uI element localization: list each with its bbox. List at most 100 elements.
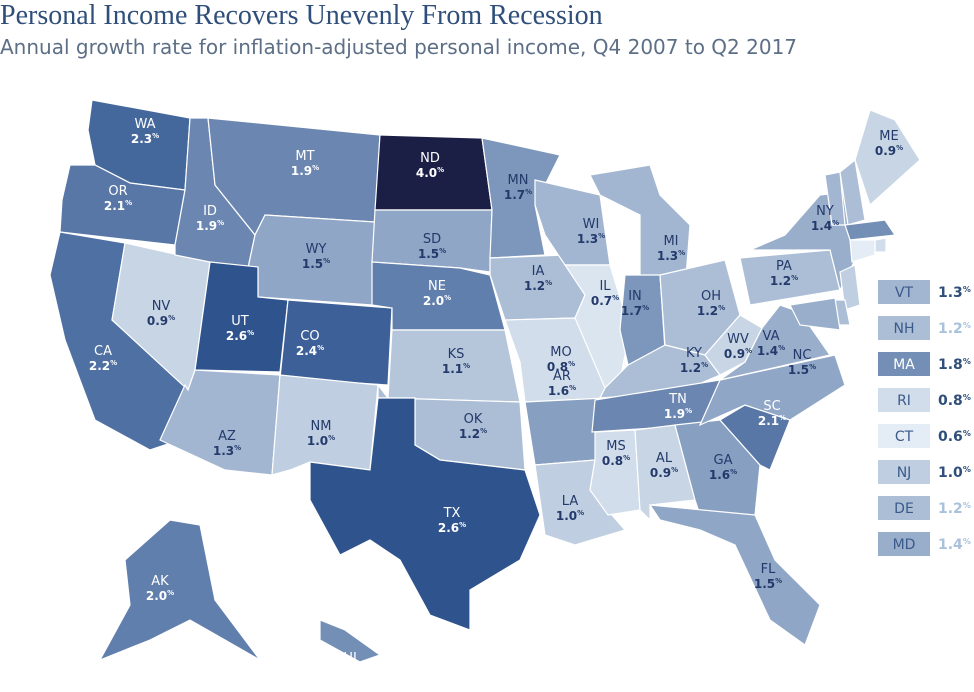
legend-value: 1.2% — [938, 321, 971, 337]
value-label: 1.9 — [196, 219, 217, 233]
unit: % — [357, 666, 364, 674]
value-label: 1.2 — [697, 304, 718, 318]
legend-abbr: MD — [893, 537, 916, 553]
state-value: 1.2% — [524, 279, 552, 293]
state-value: 1.4% — [757, 344, 785, 358]
legend-swatch — [878, 388, 930, 412]
value-label: 2.1 — [758, 414, 779, 428]
state-abbr: AK — [151, 574, 169, 589]
legend-swatch — [878, 316, 930, 340]
title: Personal Income Recovers Unevenly From R… — [0, 0, 603, 31]
unit: % — [896, 144, 903, 152]
state-value: 0.9% — [724, 347, 752, 361]
unit: % — [642, 304, 649, 312]
state-value: 1.2% — [697, 304, 725, 318]
unit: % — [963, 465, 971, 474]
legend-value: 1.0% — [938, 465, 971, 481]
state-abbr: GA — [714, 453, 733, 468]
state-abbr: VA — [763, 329, 780, 344]
unit: % — [598, 232, 605, 240]
state-value: 1.9% — [664, 407, 692, 421]
value-label: 1.4 — [938, 537, 963, 553]
unit: % — [963, 429, 971, 438]
state-abbr: NV — [152, 299, 171, 314]
state-abbr: MO — [550, 345, 571, 360]
state-value: 2.0% — [146, 589, 174, 603]
legend-abbr: NJ — [897, 465, 912, 481]
state-abbr: NC — [793, 348, 812, 363]
value-label: 1.5 — [754, 577, 775, 591]
state-abbr: AZ — [218, 429, 236, 444]
value-label: 2.0 — [146, 589, 167, 603]
state-value: 1.8% — [336, 666, 364, 680]
value-label: 0.9 — [650, 466, 671, 480]
legend-swatch — [878, 280, 930, 304]
value-label: 1.3 — [577, 232, 598, 246]
legend-abbr: RI — [897, 393, 911, 409]
state-value: 2.1% — [104, 199, 132, 213]
state-abbr: MN — [508, 173, 529, 188]
unit: % — [437, 166, 444, 174]
unit: % — [779, 414, 786, 422]
state — [844, 219, 897, 241]
value-label: 1.3 — [657, 249, 678, 263]
value-label: 1.0 — [307, 434, 328, 448]
value-label: 1.4 — [757, 344, 778, 358]
state-value: 1.5% — [788, 363, 816, 377]
state-value: 1.4% — [811, 219, 839, 233]
state-abbr: ND — [420, 151, 440, 166]
legend-value: 1.8% — [938, 357, 971, 373]
unit: % — [459, 521, 466, 529]
state-abbr: NM — [311, 419, 332, 434]
value-label: 1.9 — [291, 164, 312, 178]
unit: % — [745, 347, 752, 355]
unit: % — [612, 294, 619, 302]
state-value: 1.1% — [442, 362, 470, 376]
unit: % — [439, 247, 446, 255]
legend-abbr: DE — [894, 501, 914, 517]
unit: % — [775, 577, 782, 585]
state-abbr: OR — [108, 184, 127, 199]
state-abbr: CA — [94, 344, 112, 359]
value-label: 1.3 — [938, 285, 963, 301]
unit: % — [678, 249, 685, 257]
unit: % — [312, 164, 319, 172]
state — [371, 209, 493, 273]
unit: % — [463, 362, 470, 370]
unit: % — [234, 444, 241, 452]
value-label: 2.2 — [89, 359, 110, 373]
state-abbr: MS — [606, 439, 625, 454]
unit: % — [718, 304, 725, 312]
value-label: 0.9 — [724, 347, 745, 361]
value-label: 1.0 — [938, 465, 963, 481]
unit: % — [568, 360, 575, 368]
state — [839, 264, 861, 311]
unit: % — [323, 257, 330, 265]
legend-value: 1.4% — [938, 537, 971, 553]
state-value: 0.9% — [875, 144, 903, 158]
state-value: 2.0% — [423, 294, 451, 308]
legend-value: 1.3% — [938, 285, 971, 301]
unit: % — [778, 344, 785, 352]
legend-abbr: VT — [895, 285, 914, 301]
unit: % — [317, 344, 324, 352]
unit: % — [623, 454, 630, 462]
unit: % — [125, 199, 132, 207]
state-value: 4.0% — [416, 166, 444, 180]
state-abbr: CO — [300, 329, 319, 344]
state-value: 2.4% — [296, 344, 324, 358]
state-value: 1.3% — [213, 444, 241, 458]
state-abbr: IA — [532, 264, 545, 279]
value-label: 1.2 — [459, 427, 480, 441]
value-label: 1.6 — [709, 468, 730, 482]
value-label: 2.3 — [131, 132, 152, 146]
value-label: 1.0 — [556, 509, 577, 523]
unit: % — [480, 427, 487, 435]
state-value: 1.5% — [754, 577, 782, 591]
legend-value: 0.6% — [938, 429, 971, 445]
unit: % — [569, 384, 576, 392]
unit: % — [791, 274, 798, 282]
legend-swatch — [878, 352, 930, 376]
subtitle: Annual growth rate for inflation-adjuste… — [0, 35, 797, 59]
